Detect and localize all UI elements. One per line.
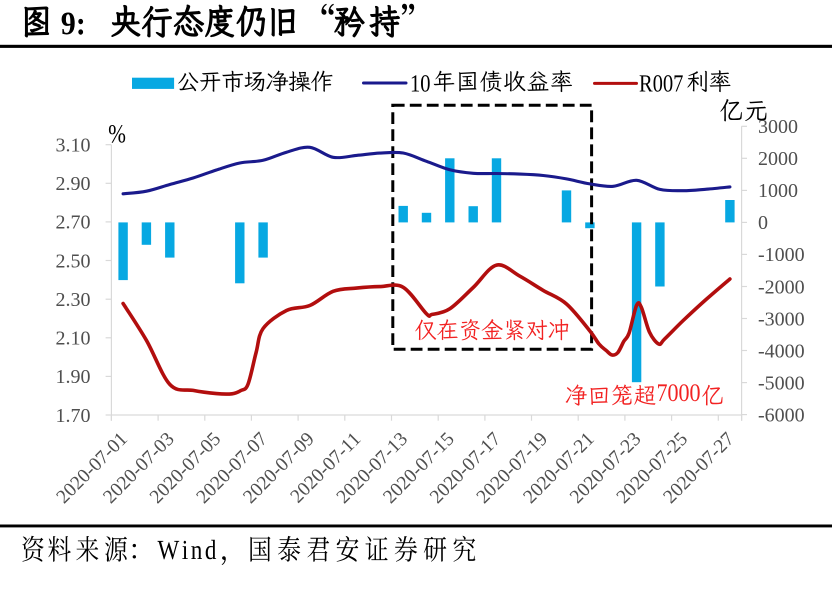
svg-text:2.10: 2.10 [56, 328, 91, 350]
svg-text:2.30: 2.30 [56, 289, 91, 311]
svg-text:2000: 2000 [758, 148, 798, 170]
svg-text:-1000: -1000 [758, 244, 805, 266]
svg-text:0: 0 [758, 212, 768, 234]
svg-text:3.10: 3.10 [56, 135, 91, 157]
svg-text:-6000: -6000 [758, 404, 805, 426]
svg-text:2.50: 2.50 [56, 250, 91, 272]
svg-text:3000: 3000 [758, 116, 798, 138]
svg-text:-2000: -2000 [758, 276, 805, 298]
svg-text:1000: 1000 [758, 180, 798, 202]
svg-text:-3000: -3000 [758, 308, 805, 330]
svg-text:2.70: 2.70 [56, 212, 91, 234]
svg-text:1.90: 1.90 [56, 366, 91, 388]
svg-text:1.70: 1.70 [56, 405, 91, 427]
svg-text:-4000: -4000 [758, 340, 805, 362]
svg-text:-5000: -5000 [758, 372, 805, 394]
svg-text:2.90: 2.90 [56, 173, 91, 195]
